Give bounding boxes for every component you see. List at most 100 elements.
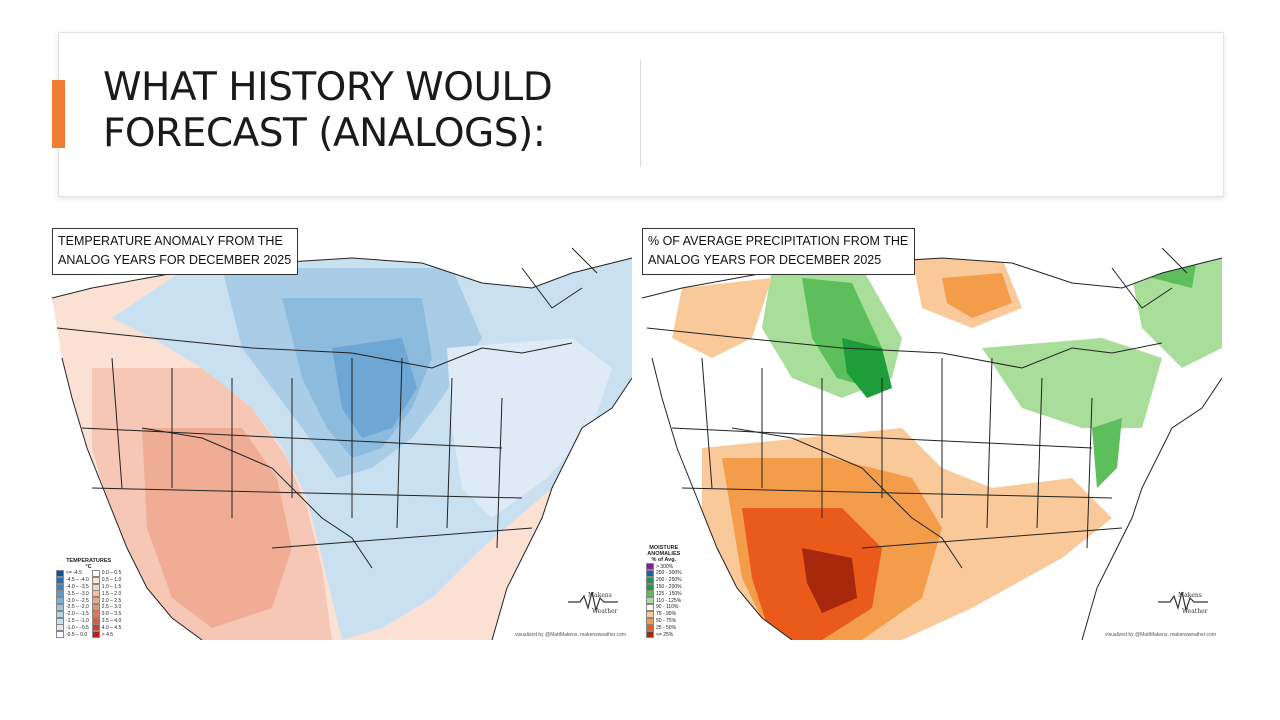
temperature-legend-swatch (91, 583, 100, 591)
slide-title: WHAT HISTORY WOULD FORECAST (ANALOGS): (103, 65, 553, 157)
temperature-legend-swatch (56, 617, 64, 625)
precipitation-legend-swatch (646, 631, 654, 639)
temperature-legend-swatch (91, 590, 100, 598)
temperature-legend-item: -3.0 – -2.5 (56, 597, 89, 605)
precipitation-legend-item: 250 - 300% (646, 569, 682, 577)
temperature-legend-item: 3.0 – 3.5 (91, 610, 121, 618)
precipitation-legend-swatch (646, 576, 654, 584)
temperature-legend-item: 2.5 – 3.0 (91, 603, 122, 611)
temperature-legend-label: 2.0 – 2.5 (101, 597, 122, 604)
temperature-legend-item: 0.5 – 1.0 (91, 576, 122, 584)
temperature-legend-item: 1.0 – 1.5 (91, 583, 121, 591)
temperature-legend: TEMPERATURES °C <= -4.5 -4.5 – -4.0 -4.0 –… (52, 556, 126, 640)
precipitation-map-label: % OF AVERAGE PRECIPITATION FROM THE ANAL… (642, 228, 916, 275)
temperature-legend-item: -2.5 – -2.0 (56, 603, 89, 611)
precipitation-legend-swatch (646, 563, 654, 571)
temperature-legend-swatch (56, 583, 64, 591)
temperature-legend-item: 4.0 – 4.5 (91, 624, 122, 632)
precipitation-legend-items: > 300% 250 - 300% 200 - 250% 150 - 200% 125 … (646, 563, 682, 639)
precipitation-legend-item: 90 - 110% (646, 603, 682, 611)
temperature-legend-swatch (91, 610, 100, 618)
precipitation-map-label-line-1: % OF AVERAGE PRECIPITATION FROM THE (648, 234, 909, 248)
temperature-legend-title: TEMPERATURES °C (56, 558, 121, 570)
precipitation-legend-label: > 300% (656, 563, 674, 570)
temperature-legend-swatch (56, 610, 64, 618)
temperature-legend-label: -1.0 – -0.5 (66, 624, 89, 631)
precipitation-legend: MOISTURE ANOMALIES % of Avg. > 300% 250 -… (642, 543, 686, 640)
temperature-legend-swatch (91, 624, 100, 632)
temperature-legend-swatch (91, 603, 100, 611)
temperature-legend-label: -4.5 – -4.0 (66, 577, 89, 584)
precipitation-legend-item: > 300% (646, 563, 682, 571)
precipitation-legend-label: <= 25% (656, 631, 674, 638)
card-divider (640, 59, 641, 167)
temperature-legend-item: -2.0 – -1.5 (56, 610, 89, 618)
temperature-legend-swatch (91, 617, 100, 625)
precipitation-legend-swatch (646, 617, 654, 625)
precipitation-legend-item: 110 - 125% (646, 597, 682, 605)
temperature-legend-item: -0.5 – 0.0 (56, 631, 89, 639)
slide-title-line-1: WHAT HISTORY WOULD (103, 65, 553, 110)
temperature-legend-swatch (56, 631, 64, 639)
temperature-legend-label: 0.0 – 0.5 (101, 570, 122, 577)
temperature-legend-item: -1.5 – -1.0 (56, 617, 89, 625)
precipitation-legend-item: 25 - 50% (646, 624, 682, 632)
temperature-legend-label: -2.5 – -2.0 (66, 604, 89, 611)
temperature-legend-swatch (56, 597, 64, 605)
precipitation-legend-label: 150 - 200% (656, 584, 682, 591)
precipitation-legend-label: 25 - 50% (656, 624, 677, 631)
temperature-legend-label: -0.5 – 0.0 (66, 631, 88, 638)
temperature-legend-label: 4.0 – 4.5 (101, 624, 122, 631)
temperature-legend-item: -4.0 – -3.5 (56, 583, 89, 591)
precipitation-legend-label: 75 - 90% (656, 611, 677, 618)
precipitation-legend-item: <= 25% (646, 631, 682, 639)
temperature-legend-item: 2.0 – 2.5 (91, 597, 122, 605)
precipitation-map-credit: visualized by @MattMakens, makensweather… (1105, 632, 1216, 638)
temperature-legend-swatch (91, 569, 100, 577)
temperature-legend-items: <= -4.5 -4.5 – -4.0 -4.0 – -3.5 -3.5 – -3.0… (56, 569, 122, 639)
temperature-legend-item: > 4.5 (91, 631, 121, 639)
makens-weather-logo-icon: Makens Weather (1158, 591, 1208, 614)
title-card: WHAT HISTORY WOULD FORECAST (ANALOGS): (58, 32, 1224, 197)
precipitation-legend-title: MOISTURE ANOMALIES % of Avg. (646, 545, 682, 563)
precipitation-legend-item: 75 - 90% (646, 610, 682, 618)
temperature-map-label: TEMPERATURE ANOMALY FROM THE ANALOG YEAR… (52, 228, 299, 275)
temperature-legend-item: 1.5 – 2.0 (91, 590, 121, 598)
precipitation-legend-label: 90 - 110% (656, 604, 679, 611)
temperature-legend-swatch (91, 631, 100, 639)
temperature-legend-swatch (56, 590, 64, 598)
temperature-legend-label: 2.5 – 3.0 (101, 604, 122, 611)
svg-text:Makens: Makens (588, 592, 612, 599)
precipitation-legend-swatch (646, 569, 654, 577)
temperature-legend-swatch (91, 597, 100, 605)
temperature-legend-item: -3.5 – -3.0 (56, 590, 89, 598)
svg-text:Makens: Makens (1178, 592, 1202, 599)
precipitation-legend-item: 50 - 75% (646, 617, 682, 625)
precipitation-legend-label: 125 - 150% (656, 590, 682, 597)
precipitation-map-boundaries (642, 247, 1222, 640)
precipitation-legend-label: 50 - 75% (656, 618, 677, 624)
svg-text:Weather: Weather (1182, 608, 1208, 614)
temperature-legend-label: -3.0 – -2.5 (66, 597, 89, 604)
temperature-legend-swatch (91, 576, 100, 584)
temperature-legend-swatch (56, 576, 64, 584)
temperature-map-label-line-1: TEMPERATURE ANOMALY FROM THE (58, 234, 283, 248)
temperature-legend-label: > 4.5 (101, 631, 114, 638)
makens-weather-logo-icon: Makens Weather (568, 591, 618, 614)
temperature-legend-item: -4.5 – -4.0 (56, 576, 89, 584)
precipitation-legend-swatch (646, 590, 654, 598)
precipitation-map: % OF AVERAGE PRECIPITATION FROM THE ANAL… (642, 228, 1222, 640)
temperature-anomaly-map: TEMPERATURE ANOMALY FROM THE ANALOG YEAR… (52, 228, 632, 640)
temperature-legend-label: -4.0 – -3.5 (66, 584, 89, 591)
temperature-legend-item: <= -4.5 (56, 569, 89, 577)
precipitation-legend-swatch (646, 603, 654, 611)
temperature-legend-label: 0.5 – 1.0 (101, 577, 122, 584)
temperature-legend-title-line-1: TEMPERATURES (66, 558, 112, 565)
temperature-legend-label: 3.5 – 4.0 (101, 618, 122, 624)
precipitation-legend-item: 200 - 250% (646, 576, 682, 584)
temperature-legend-label: <= -4.5 (66, 570, 82, 577)
temperature-legend-item: 0.0 – 0.5 (91, 569, 122, 577)
precipitation-legend-title-line-2: ANOMALIES (647, 551, 681, 558)
precipitation-legend-swatch (646, 624, 654, 632)
slide-title-line-2: FORECAST (ANALOGS): (103, 111, 546, 156)
